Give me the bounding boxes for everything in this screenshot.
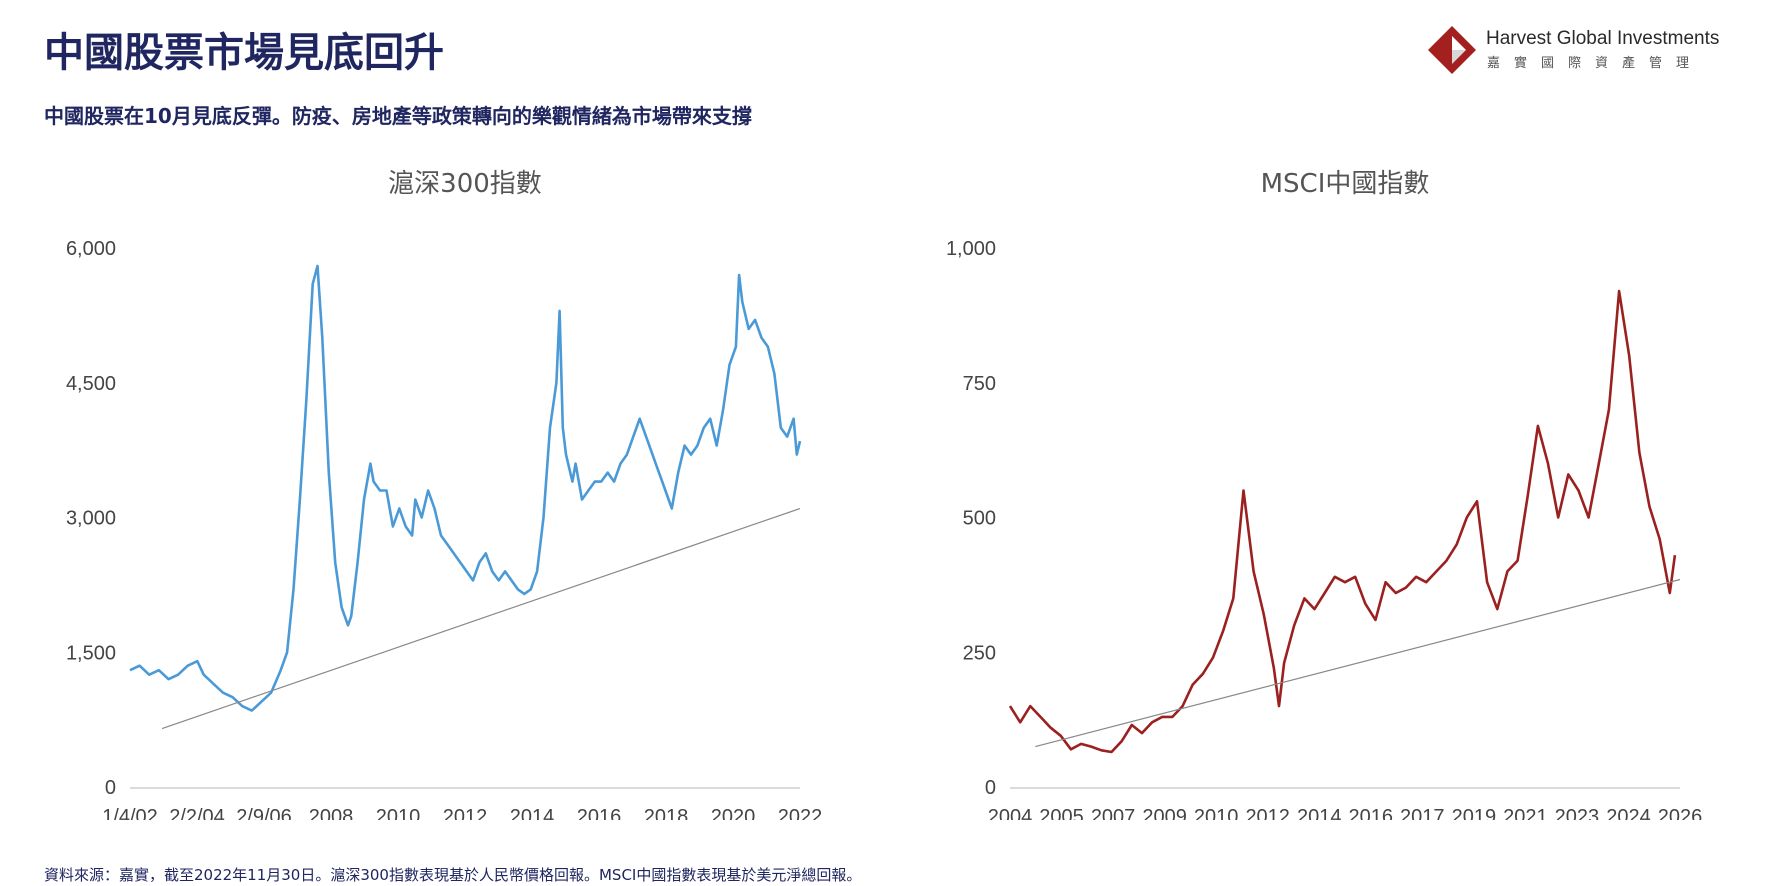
chart-svg: 滬深300指數 0 1,500 3,000 4,500 6,000 1/4/02 2/2/04… — [66, 169, 823, 820]
chart-title: MSCI中國指數 — [1261, 169, 1430, 199]
y-tick-label: 6,000 — [66, 238, 116, 260]
x-tick-label: 2/9/06 — [236, 806, 292, 820]
x-tick-label: 2020 — [711, 806, 756, 820]
company-logo: Harvest Global Investments 嘉實國際資產管理 — [1426, 24, 1736, 76]
y-tick-label: 500 — [963, 508, 996, 530]
trend-line — [1035, 578, 1681, 748]
x-tick-label: 2019 — [1452, 806, 1497, 820]
y-tick-label: 1,500 — [66, 642, 116, 664]
x-tick-label: 2007 — [1091, 806, 1136, 820]
y-tick-label: 4,500 — [66, 373, 116, 395]
logo-company-name: Harvest Global Investments — [1486, 28, 1720, 49]
diamond-logo-icon — [1428, 26, 1476, 74]
x-tick-label: 2009 — [1142, 806, 1187, 820]
series-line — [129, 264, 802, 712]
x-tick-label: 2017 — [1400, 806, 1445, 820]
msci-china-chart: MSCI中國指數 0 250 500 750 1,000 2004 2005 2007 2009 2… — [920, 160, 1720, 820]
csi300-chart: 滬深300指數 0 1,500 3,000 4,500 6,000 1/4/02 2/2/04… — [40, 160, 840, 820]
y-tick-label: 3,000 — [66, 508, 116, 530]
x-tick-label: 2012 — [443, 806, 488, 820]
source-footnote: 資料來源：嘉實，截至2022年11月30日。滬深300指數表現基於人民幣價格回報… — [44, 866, 862, 884]
y-tick-label: 0 — [985, 777, 996, 799]
y-tick-label: 250 — [963, 642, 996, 664]
x-tick-label: 2/2/04 — [169, 806, 225, 820]
x-tick-label: 2022 — [778, 806, 823, 820]
x-tick-label: 2021 — [1503, 806, 1548, 820]
x-tick-label: 2010 — [1194, 806, 1239, 820]
x-tick-label: 2008 — [309, 806, 354, 820]
x-tick-label: 2012 — [1245, 806, 1290, 820]
y-tick-label: 0 — [105, 777, 116, 799]
page-title: 中國股票市場見底回升 — [44, 30, 444, 76]
x-tick-label: 2004 — [988, 806, 1033, 820]
x-tick-label: 2010 — [376, 806, 421, 820]
page-subtitle: 中國股票在10月見底反彈。防疫、房地產等政策轉向的樂觀情緒為市場帶來支撐 — [44, 104, 752, 128]
x-tick-label: 1/4/02 — [102, 806, 158, 820]
chart-svg: MSCI中國指數 0 250 500 750 1,000 2004 2005 2007 2009 2… — [946, 169, 1703, 820]
x-tick-label: 2014 — [1297, 806, 1342, 820]
y-tick-label: 1,000 — [946, 238, 996, 260]
x-tick-label: 2016 — [1349, 806, 1394, 820]
x-tick-label: 2016 — [577, 806, 622, 820]
x-tick-label: 2023 — [1555, 806, 1600, 820]
trend-line — [161, 507, 801, 730]
x-tick-label: 2014 — [510, 806, 555, 820]
chart-title: 滬深300指數 — [388, 169, 542, 199]
logo-chinese-name: 嘉實國際資產管理 — [1487, 56, 1704, 71]
x-tick-label: 2018 — [644, 806, 689, 820]
series-line — [1008, 289, 1677, 754]
x-tick-label: 2026 — [1658, 806, 1703, 820]
x-tick-label: 2005 — [1039, 806, 1084, 820]
x-tick-label: 2024 — [1606, 806, 1651, 820]
y-tick-label: 750 — [963, 373, 996, 395]
